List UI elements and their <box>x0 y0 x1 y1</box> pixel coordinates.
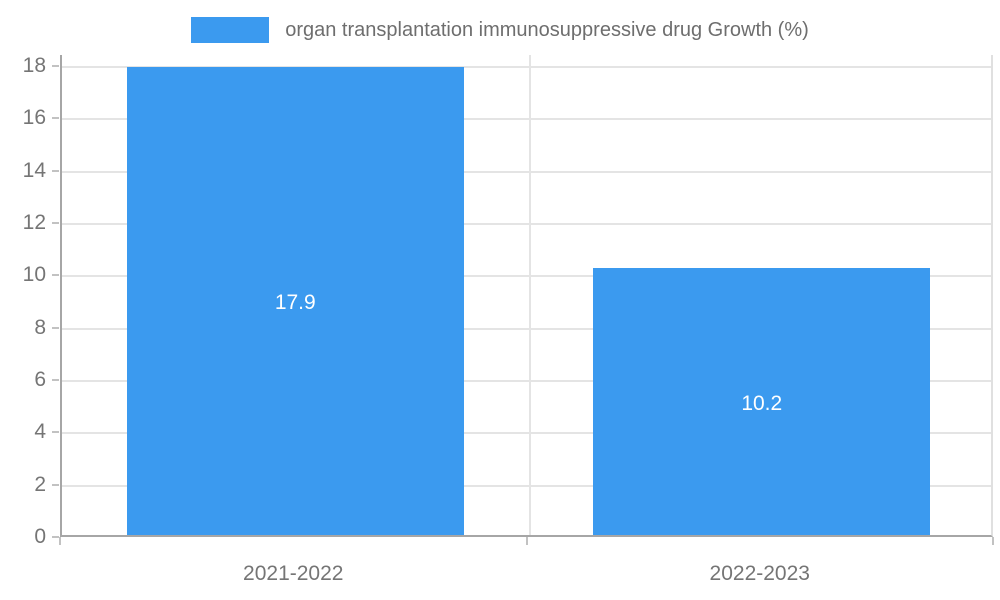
x-axis-label: 2022-2023 <box>709 562 810 585</box>
y-tick-mark <box>52 65 59 67</box>
plot-area: 17.9 10.2 <box>60 55 993 537</box>
y-tick-label: 14 <box>22 158 46 182</box>
y-tick-label: 2 <box>34 472 46 496</box>
y-tick-mark <box>52 169 59 172</box>
y-tick-label: 8 <box>34 315 46 339</box>
gridline <box>62 223 991 225</box>
y-tick-label: 16 <box>22 106 46 130</box>
legend[interactable]: organ transplantation immunosuppressive … <box>0 17 1000 43</box>
bar[interactable] <box>593 268 931 535</box>
y-tick-mark <box>52 536 59 538</box>
gridline <box>62 118 991 121</box>
category-boundary-gridline <box>528 55 531 535</box>
y-tick-label: 12 <box>22 211 46 234</box>
legend-swatch <box>191 17 270 43</box>
y-tick-mark <box>52 274 59 277</box>
y-tick-label: 0 <box>34 525 46 548</box>
bar[interactable] <box>126 66 464 535</box>
x-tick-mark <box>992 537 994 545</box>
bar-value-label: 10.2 <box>741 391 783 415</box>
y-tick-label: 18 <box>22 54 46 77</box>
y-tick-mark <box>52 222 59 224</box>
legend-label: organ transplantation immunosuppressive … <box>285 18 809 41</box>
y-tick-mark <box>52 431 59 434</box>
y-tick-mark <box>52 379 59 381</box>
y-tick-mark <box>52 326 59 329</box>
x-axis-label: 2021-2022 <box>243 562 344 585</box>
gridline <box>62 380 991 382</box>
gridline <box>62 327 991 330</box>
y-tick-label: 6 <box>34 368 46 391</box>
gridline <box>62 484 991 487</box>
x-tick-mark <box>525 537 528 545</box>
gridline <box>62 275 991 278</box>
y-tick-mark <box>52 117 59 120</box>
x-tick-mark <box>59 537 61 545</box>
y-tick-label: 4 <box>34 420 46 444</box>
gridline <box>62 66 991 68</box>
gridline <box>62 170 991 173</box>
y-tick-mark <box>52 483 59 486</box>
gridline <box>62 432 991 435</box>
y-tick-label: 10 <box>22 263 46 287</box>
bar-value-label: 17.9 <box>274 290 316 314</box>
